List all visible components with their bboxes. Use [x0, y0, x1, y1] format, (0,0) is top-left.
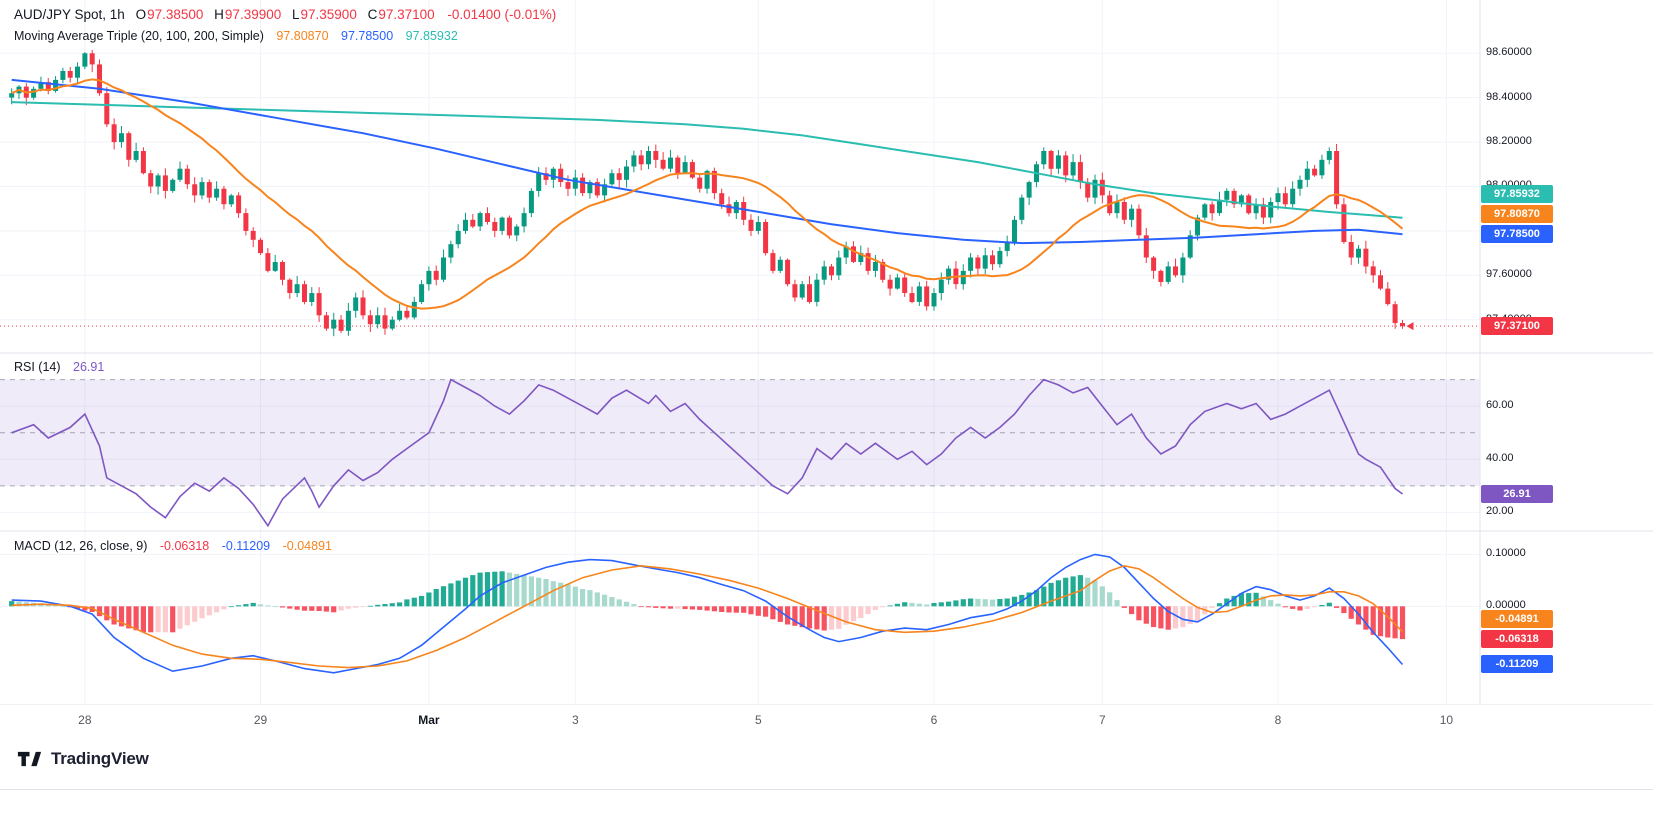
symbol-title[interactable]: AUD/JPY Spot, 1h [14, 7, 125, 22]
current-price-marker [1406, 322, 1414, 331]
change-value: -0.01400 (-0.01%) [447, 7, 557, 22]
time-axis-label: Mar [418, 713, 440, 727]
close-value: 97.37100 [378, 7, 435, 22]
price-scale[interactable]: 98.6000098.4000098.2000098.0000097.80000… [1480, 0, 1653, 705]
high-label: H [214, 7, 224, 22]
time-axis-label: 8 [1274, 713, 1282, 727]
candles-layer [9, 50, 1405, 337]
macd-line-value: -0.11209 [221, 539, 271, 553]
macd-legend: MACD (12, 26, close, 9) -0.06318 -0.1120… [14, 539, 332, 553]
macd-axis-label: 0.10000 [1486, 547, 1526, 560]
ma-lines [0, 78, 1480, 331]
ma20-line [11, 78, 1404, 310]
time-axis-label: 6 [930, 713, 938, 727]
time-axis-label: 28 [78, 713, 92, 727]
ma100-value: 97.78500 [341, 29, 394, 43]
rsi-axis-label: 40.00 [1486, 452, 1514, 465]
tradingview-logo-icon[interactable] [17, 748, 42, 770]
rsi-line [11, 378, 1403, 528]
low-label: L [292, 7, 300, 22]
ma20-price-badge: 97.80870 [1481, 204, 1553, 223]
macd-line-badge: -0.11209 [1481, 655, 1553, 674]
time-axis-label: 10 [1439, 713, 1454, 727]
rsi-band [0, 379, 1480, 487]
macd-signal-value: -0.04891 [282, 539, 332, 553]
rsi-value: 26.91 [73, 360, 105, 374]
time-axis-label: 7 [1098, 713, 1106, 727]
close-label: C [367, 7, 378, 22]
ma100-line [11, 78, 1403, 245]
ma200-line [11, 101, 1403, 219]
macd-axis-label: 0.00000 [1486, 599, 1526, 612]
oscillator-lines [11, 378, 1404, 674]
chart-canvas[interactable] [0, 0, 1653, 740]
high-value: 97.39900 [224, 7, 282, 22]
price-axis-label: 98.60000 [1486, 46, 1532, 59]
macd-line [11, 553, 1404, 674]
macd-signal-line [11, 564, 1404, 669]
price-legend: AUD/JPY Spot, 1h O97.38500 H97.39900 L97… [14, 7, 556, 22]
time-axis-label: 5 [754, 713, 762, 727]
macd-signal-badge: -0.04891 [1481, 609, 1553, 628]
macd-histogram [9, 571, 1406, 640]
rsi-indicator-title[interactable]: RSI (14) [14, 360, 61, 374]
ma-indicator-title[interactable]: Moving Average Triple (20, 100, 200, Sim… [14, 29, 264, 43]
rsi-axis-label: 60.00 [1486, 399, 1514, 412]
tradingview-wordmark[interactable]: TradingView [51, 749, 149, 768]
macd-hist-value: -0.06318 [159, 539, 210, 553]
open-label: O [135, 7, 147, 22]
time-scale[interactable]: 28 29 Mar 3 5 6 7 8 10 [0, 705, 1653, 740]
ma-legend: Moving Average Triple (20, 100, 200, Sim… [14, 29, 458, 43]
rsi-axis-label: 20.00 [1486, 505, 1514, 518]
last-price-badge: 97.37100 [1481, 316, 1553, 335]
footer: TradingView [17, 748, 149, 770]
ma100-price-badge: 97.78500 [1481, 224, 1553, 243]
price-axis-label: 98.40000 [1486, 90, 1532, 103]
price-axis-label: 98.20000 [1486, 135, 1532, 148]
time-axis-label: 29 [253, 713, 268, 727]
page-divider [0, 789, 1653, 790]
ma20-value: 97.80870 [276, 29, 329, 43]
ma200-price-badge: 97.85932 [1481, 184, 1553, 203]
ma200-value: 97.85932 [405, 29, 458, 43]
time-axis-label: 3 [571, 713, 579, 727]
price-axis-label: 97.60000 [1486, 268, 1532, 281]
open-value: 97.38500 [147, 7, 204, 22]
rsi-legend: RSI (14) 26.91 [14, 360, 104, 374]
low-value: 97.35900 [300, 7, 357, 22]
macd-indicator-title[interactable]: MACD (12, 26, close, 9) [14, 539, 148, 553]
rsi-value-badge: 26.91 [1481, 484, 1553, 503]
macd-hist-badge: -0.06318 [1481, 629, 1553, 648]
